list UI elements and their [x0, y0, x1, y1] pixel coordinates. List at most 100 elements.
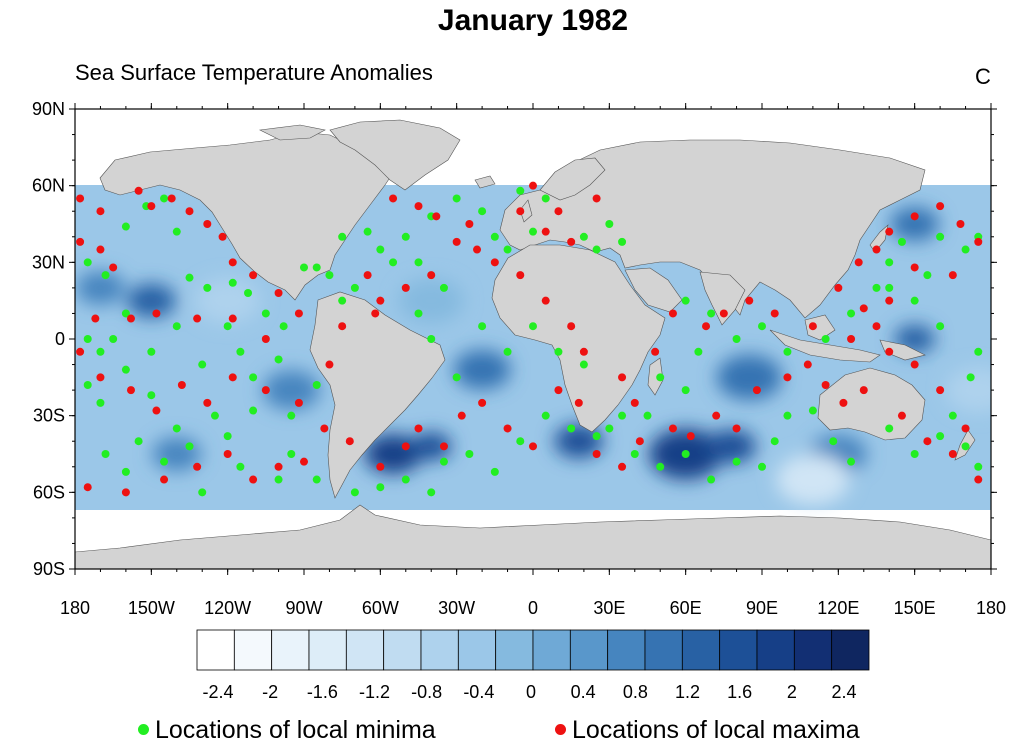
maxima-marker [218, 232, 227, 241]
maxima-marker [134, 186, 143, 195]
minima-marker [83, 335, 92, 343]
maxima-marker [228, 314, 237, 323]
minima-marker [885, 283, 894, 292]
maxima-marker [910, 263, 919, 272]
minima-marker [96, 347, 105, 356]
minima-marker [541, 411, 550, 420]
minima-marker [503, 347, 512, 356]
minima-marker [121, 222, 130, 231]
colorbar-label: 2.4 [831, 682, 856, 702]
minima-marker [249, 406, 258, 415]
anomaly-blob [554, 424, 604, 459]
minima-marker [503, 245, 512, 254]
minima-marker [101, 450, 110, 458]
minima-marker [109, 335, 118, 343]
minima-marker [121, 365, 130, 374]
maxima-marker [668, 309, 677, 318]
land-madagascar [647, 357, 664, 396]
maxima-markers [76, 181, 983, 497]
colorbar-label: 0.8 [623, 682, 648, 702]
maxima-marker [554, 207, 563, 216]
maxima-marker [452, 237, 461, 246]
colorbar-label: -2.4 [202, 682, 233, 702]
minima-marker [452, 373, 461, 382]
maxima-marker [847, 335, 856, 343]
minima-marker [618, 237, 627, 246]
maxima-marker [457, 411, 466, 420]
maxima-marker [541, 227, 550, 236]
minima-marker [325, 271, 334, 280]
maxima-marker [936, 386, 945, 395]
minima-marker [681, 386, 690, 395]
minima-marker [592, 432, 601, 441]
minima-marker-icon [138, 723, 149, 735]
maxima-marker [910, 360, 919, 369]
anomaly-blob [76, 271, 125, 305]
maxima-marker [574, 398, 583, 407]
minima-marker [244, 289, 253, 297]
minima-marker [439, 283, 448, 292]
maxima-marker [439, 442, 448, 451]
lon-label: 60E [670, 598, 702, 618]
maxima-marker [686, 432, 695, 441]
colorbar-swatch [532, 629, 571, 671]
minima-marker [172, 227, 181, 236]
maxima-marker [345, 437, 354, 446]
minima-marker [770, 437, 779, 446]
minima-marker [279, 322, 288, 331]
colorbar-swatch [420, 629, 459, 671]
land-uk [519, 199, 533, 223]
maxima-marker [261, 386, 270, 395]
maxima-marker [885, 347, 894, 356]
minima-marker [185, 442, 194, 451]
maxima-marker [923, 437, 932, 446]
maxima-marker [414, 424, 423, 433]
minima-marker [312, 475, 321, 484]
maxima-marker [126, 386, 135, 395]
minima-marker [350, 283, 359, 292]
minima-marker [147, 391, 156, 400]
maxima-marker [228, 258, 237, 267]
map-subtitle: Sea Surface Temperature Anomalies [75, 60, 433, 85]
land-arctic-islands [258, 124, 326, 141]
minima-marker [223, 432, 232, 441]
anomaly-blob [453, 349, 511, 390]
land-greenland [329, 119, 461, 191]
latitude-labels: 90N 60N 30N 0 30S 60S 90S [32, 99, 65, 579]
minima-marker [414, 258, 423, 267]
maxima-marker [96, 373, 105, 382]
minima-marker [401, 232, 410, 241]
minima-marker [274, 475, 283, 484]
anomaly-blob [126, 283, 176, 318]
land-arabia [624, 267, 683, 313]
maxima-marker [414, 202, 423, 211]
minima-marker [529, 322, 537, 331]
maxima-marker [859, 386, 868, 395]
maxima-marker [834, 283, 843, 292]
maxima-marker [974, 237, 983, 246]
lon-label: 150W [128, 598, 175, 618]
colorbar-swatch [607, 629, 646, 671]
lat-label: 60S [33, 482, 65, 502]
lat-label: 90S [33, 559, 65, 579]
maxima-marker [389, 194, 398, 203]
minima-marker [936, 232, 945, 241]
colorbar-swatch [383, 629, 422, 671]
minima-marker [656, 373, 665, 382]
minima-marker [707, 475, 716, 484]
maxima-marker [401, 283, 410, 292]
land-borneo [804, 314, 836, 341]
minima-marker [389, 258, 398, 267]
minima-marker [694, 347, 703, 356]
lon-label: 90W [285, 598, 322, 618]
anomaly-blob [716, 354, 782, 400]
lon-label: 120W [204, 598, 251, 618]
minima-marker [732, 335, 741, 343]
maxima-marker [76, 347, 85, 356]
minima-marker [287, 411, 296, 420]
land-new-guinea [879, 339, 926, 361]
maxima-marker [854, 258, 863, 267]
lon-label: 60W [362, 598, 399, 618]
anomaly-blob [262, 370, 320, 410]
minima-marker [707, 309, 716, 318]
